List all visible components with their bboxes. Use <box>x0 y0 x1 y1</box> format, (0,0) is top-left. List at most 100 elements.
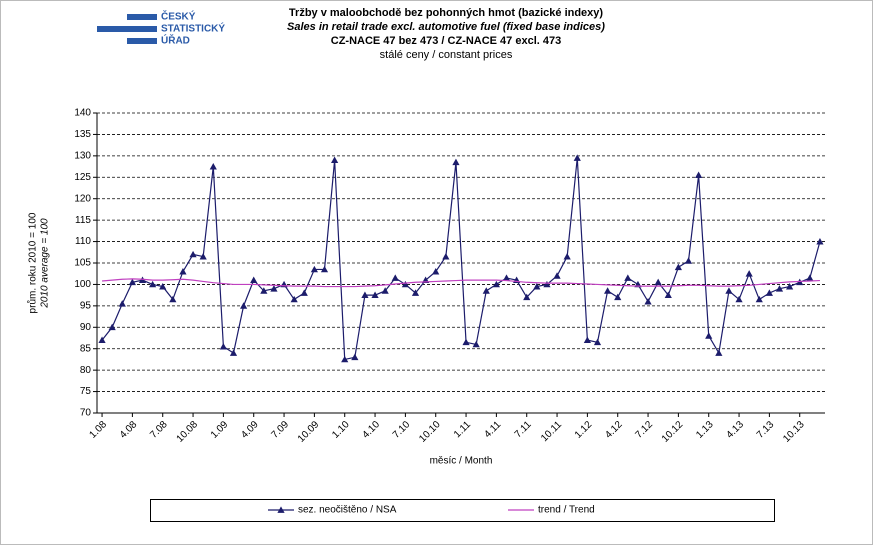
data-point <box>391 274 399 281</box>
logo-bar <box>127 38 157 44</box>
data-point <box>462 338 470 346</box>
data-point <box>745 270 753 277</box>
data-point <box>816 237 824 245</box>
data-point <box>543 280 551 288</box>
y-tick-label: 135 <box>74 129 91 140</box>
logo-text: ČESKÝ <box>161 10 196 23</box>
logo-text: STATISTICKÝ <box>161 22 225 35</box>
y-tick-label: 105 <box>74 258 91 269</box>
data-point <box>563 252 571 260</box>
data-point <box>482 287 490 294</box>
logo: ČESKÝ STATISTICKÝ ÚŘAD <box>97 10 225 47</box>
data-point <box>553 272 561 279</box>
data-point <box>573 154 581 161</box>
chart-title: Tržby v maloobchodě bez pohonných hmot (… <box>289 7 603 19</box>
data-point <box>523 293 531 301</box>
data-point <box>725 287 733 294</box>
data-point <box>624 274 632 281</box>
y-tick-label: 140 <box>74 108 91 119</box>
data-point <box>320 265 329 273</box>
chart-title: Sales in retail trade excl. automotive f… <box>287 21 605 33</box>
legend-label: trend / Trend <box>538 505 595 516</box>
data-point <box>755 295 763 303</box>
data-point <box>118 300 126 307</box>
series-line <box>102 278 820 288</box>
y-tick-label: 90 <box>80 322 92 333</box>
data-point <box>775 285 784 292</box>
data-point <box>442 252 450 260</box>
data-point <box>381 287 389 294</box>
y-tick-label: 115 <box>75 215 91 226</box>
data-point <box>452 158 460 166</box>
data-point <box>371 291 379 299</box>
y-tick-label: 130 <box>74 150 91 161</box>
data-point <box>674 263 682 271</box>
y-tick-label: 125 <box>74 172 91 183</box>
data-point <box>786 282 794 290</box>
data-point <box>240 302 248 309</box>
data-point <box>351 353 359 361</box>
logo-bar <box>127 14 157 20</box>
data-point <box>270 285 278 292</box>
chart-title: CZ-NACE 47 bez 473 / CZ-NACE 47 excl. 47… <box>331 35 561 47</box>
data-point <box>199 252 207 260</box>
y-tick-label: 95 <box>80 300 92 311</box>
data-point <box>209 162 217 170</box>
data-point <box>179 267 187 275</box>
data-point <box>644 297 652 305</box>
data-point <box>290 295 298 303</box>
legend-label: sez. neočištěno / NSA <box>298 505 397 516</box>
data-point <box>614 293 622 301</box>
data-point <box>331 156 339 164</box>
data-point <box>401 280 409 288</box>
y-tick-label: 100 <box>74 279 91 290</box>
data-point <box>300 289 308 296</box>
data-point <box>806 274 814 281</box>
data-point <box>583 336 591 344</box>
legend <box>150 499 775 522</box>
legend-marker <box>277 506 285 513</box>
data-point <box>229 349 238 356</box>
data-point <box>664 291 672 299</box>
data-point <box>533 282 541 290</box>
data-point <box>219 342 227 350</box>
y-tick-label: 120 <box>74 193 91 204</box>
data-point <box>361 291 369 299</box>
data-point <box>250 276 258 284</box>
data-point <box>604 287 612 294</box>
data-point <box>432 267 440 275</box>
data-point <box>695 171 703 179</box>
y-axis-label: prům. roku 2010 = 100 <box>27 212 39 313</box>
data-point <box>128 278 136 286</box>
y-tick-label: 70 <box>80 408 92 419</box>
x-axis-label: měsíc / Month <box>430 456 493 467</box>
y-tick-label: 80 <box>80 365 92 376</box>
y-tick-label: 85 <box>80 343 92 354</box>
data-point <box>654 278 662 286</box>
data-point <box>341 355 349 363</box>
data-point <box>593 338 602 346</box>
data-point <box>735 295 743 303</box>
data-point <box>684 257 693 264</box>
data-point <box>765 289 773 296</box>
data-point <box>310 265 318 273</box>
y-axis-label: 2010 average = 100 <box>40 218 51 309</box>
data-point <box>159 282 167 290</box>
data-point <box>189 250 197 258</box>
data-point <box>260 287 268 294</box>
data-point <box>149 280 157 288</box>
data-point <box>492 280 500 288</box>
data-point <box>705 332 713 339</box>
logo-text: ÚŘAD <box>161 34 190 47</box>
y-tick-label: 110 <box>75 236 91 247</box>
series-line <box>101 157 821 361</box>
data-point <box>715 349 723 356</box>
logo-bar <box>97 26 157 32</box>
data-point <box>108 323 116 331</box>
data-point <box>472 340 480 348</box>
data-point <box>98 336 106 344</box>
chart-subtitle: stálé ceny / constant prices <box>380 49 513 61</box>
y-tick-label: 75 <box>80 386 92 397</box>
data-point <box>411 289 420 296</box>
